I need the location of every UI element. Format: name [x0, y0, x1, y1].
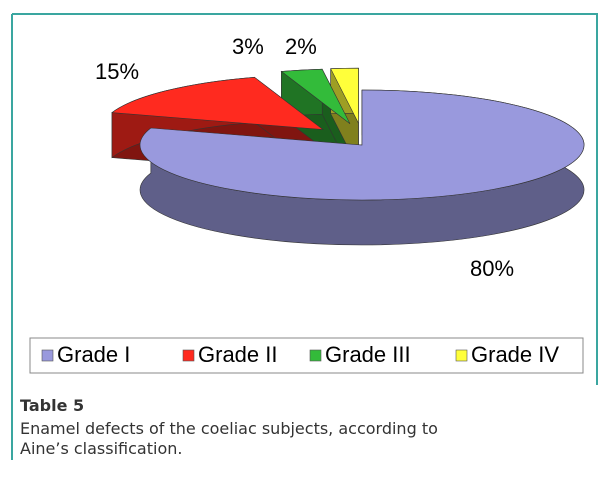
value-label: 3%	[232, 34, 264, 59]
value-label: 80%	[470, 256, 514, 281]
value-label: 2%	[285, 34, 317, 59]
slice	[139, 89, 585, 201]
legend-swatch	[309, 349, 322, 362]
legend-label: Grade IV	[471, 342, 559, 367]
legend-swatch	[182, 349, 195, 362]
legend-swatch	[455, 349, 468, 362]
pie	[111, 67, 585, 246]
legend-label: Grade I	[57, 342, 130, 367]
value-labels: 80% 15% 3% 2%	[95, 34, 514, 281]
slice	[111, 76, 325, 130]
caption-line: Aine’s classification.	[20, 439, 182, 458]
legend-label: Grade II	[198, 342, 277, 367]
value-label: 15%	[95, 59, 139, 84]
legend-label: Grade III	[325, 342, 411, 367]
caption-line: Enamel defects of the coeliac subjects, …	[20, 419, 438, 438]
legend-box	[29, 337, 584, 374]
legend-swatch	[41, 349, 54, 362]
slice	[330, 67, 359, 124]
caption-label: Table 5	[20, 396, 84, 415]
legend: Grade I Grade II Grade III Grade IV	[41, 342, 559, 367]
slice	[280, 68, 351, 124]
